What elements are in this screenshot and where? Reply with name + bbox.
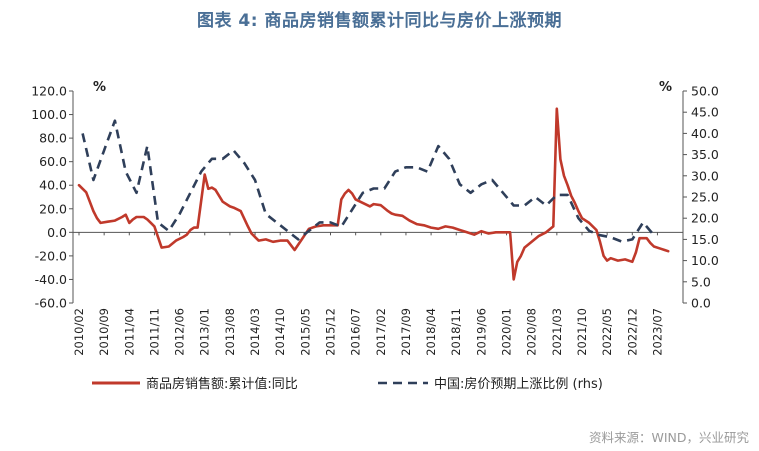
left-tick-label: 120.0 — [31, 84, 67, 99]
x-tick-label: 2016/07 — [349, 308, 363, 356]
x-tick-label: 2021/10 — [575, 308, 589, 356]
left-tick-label: -40.0 — [35, 272, 67, 287]
right-tick-label: 45.0 — [691, 105, 719, 120]
right-tick-label: 25.0 — [691, 190, 719, 205]
right-axis-ticks: 0.0 5.0 10.0 15.0 20.0 25.0 30.0 35.0 40.0 45.0 50… — [683, 84, 719, 311]
left-axis-ticks: -60.0 -40.0 -20.0 0.0 20.0 40.0 60.0 80.0 100.0 1… — [31, 84, 73, 311]
right-tick-label: 35.0 — [691, 147, 719, 162]
right-tick-label: 40.0 — [691, 126, 719, 141]
right-tick-label: 15.0 — [691, 232, 719, 247]
x-tick-label: 2011/04 — [122, 308, 136, 356]
series-layer — [77, 107, 670, 281]
x-tick-label: 2014/10 — [273, 308, 287, 356]
x-tick-label: 2015/05 — [298, 308, 312, 356]
x-tick-label: 2022/05 — [600, 308, 614, 356]
left-tick-label: 60.0 — [39, 154, 67, 169]
right-tick-label: 5.0 — [691, 274, 711, 289]
right-tick-label: 30.0 — [691, 168, 719, 183]
x-tick-label: 2019/06 — [474, 308, 488, 356]
left-tick-label: 0.0 — [47, 225, 67, 240]
x-tick-label: 2020/01 — [500, 308, 514, 356]
x-tick-label: 2013/08 — [223, 308, 237, 356]
left-tick-label: -60.0 — [35, 296, 67, 311]
left-tick-label: -20.0 — [35, 248, 67, 263]
x-tick-label: 2015/12 — [323, 308, 337, 356]
series-line-sales-yoy — [77, 107, 670, 281]
right-tick-label: 50.0 — [691, 84, 719, 99]
left-axis-unit: % — [93, 80, 106, 95]
x-tick-label: 2014/03 — [248, 308, 262, 356]
legend-label-sales: 商品房销售额:累计值:同比 — [146, 376, 298, 392]
x-tick-label: 2012/06 — [173, 308, 187, 356]
x-tick-label: 2023/07 — [650, 308, 664, 356]
x-tick-label: 2021/03 — [550, 308, 564, 356]
right-tick-label: 0.0 — [691, 296, 711, 311]
x-tick-label: 2011/11 — [147, 308, 161, 356]
x-tick-label: 2013/01 — [198, 308, 212, 356]
x-tick-label: 2018/11 — [449, 308, 463, 356]
chart-title: 图表 4: 商品房销售额累计同比与房价上涨预期 — [197, 11, 562, 31]
x-tick-label: 2010/02 — [72, 308, 86, 356]
axes — [72, 91, 684, 303]
right-tick-label: 20.0 — [691, 211, 719, 226]
right-tick-label: 10.0 — [691, 253, 719, 268]
legend: 商品房销售额:累计值:同比 中国:房价预期上涨比例 (rhs) — [92, 376, 603, 392]
left-tick-label: 40.0 — [39, 178, 67, 193]
x-axis-ticks: 2010/02 2010/09 2011/04 2011/11 2012/06 2013/… — [72, 232, 664, 356]
right-axis-unit: % — [659, 80, 672, 95]
legend-label-expectation: 中国:房价预期上涨比例 (rhs) — [434, 376, 603, 392]
x-tick-label: 2020/08 — [525, 308, 539, 356]
x-tick-label: 2010/09 — [97, 308, 111, 356]
left-tick-label: 80.0 — [39, 131, 67, 146]
x-tick-label: 2018/04 — [424, 308, 438, 356]
source-note: 资料来源：WIND，兴业研究 — [588, 430, 749, 445]
x-tick-label: 2017/09 — [399, 308, 413, 356]
left-tick-label: 100.0 — [31, 107, 67, 122]
x-tick-label: 2017/02 — [374, 308, 388, 356]
x-tick-label: 2022/12 — [625, 308, 639, 356]
series-line-price-expectation — [81, 119, 655, 243]
left-tick-label: 20.0 — [39, 201, 67, 216]
